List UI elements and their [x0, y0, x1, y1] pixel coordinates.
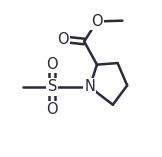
Text: O: O	[57, 32, 69, 47]
Text: N: N	[84, 79, 95, 95]
Text: O: O	[91, 14, 103, 29]
Text: O: O	[46, 57, 58, 72]
Text: O: O	[46, 102, 58, 117]
Text: S: S	[48, 79, 57, 95]
